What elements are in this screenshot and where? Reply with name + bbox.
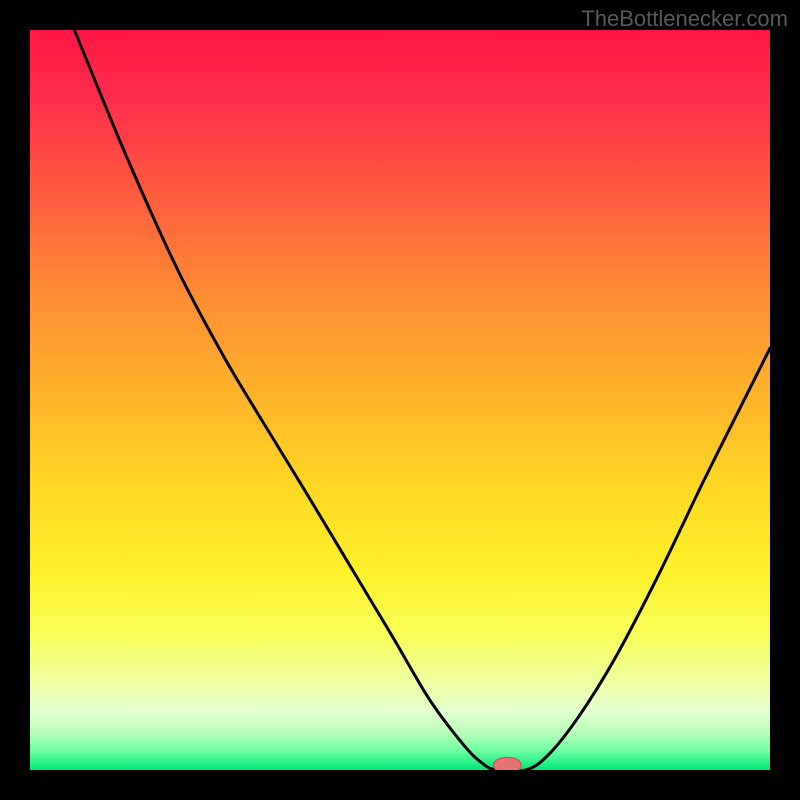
- plot-area: [30, 30, 770, 770]
- chart-container: TheBottlenecker.com: [0, 0, 800, 800]
- bottleneck-chart: [30, 30, 770, 770]
- optimal-marker: [493, 757, 521, 770]
- watermark-label: TheBottlenecker.com: [581, 6, 788, 32]
- gradient-background: [30, 30, 770, 770]
